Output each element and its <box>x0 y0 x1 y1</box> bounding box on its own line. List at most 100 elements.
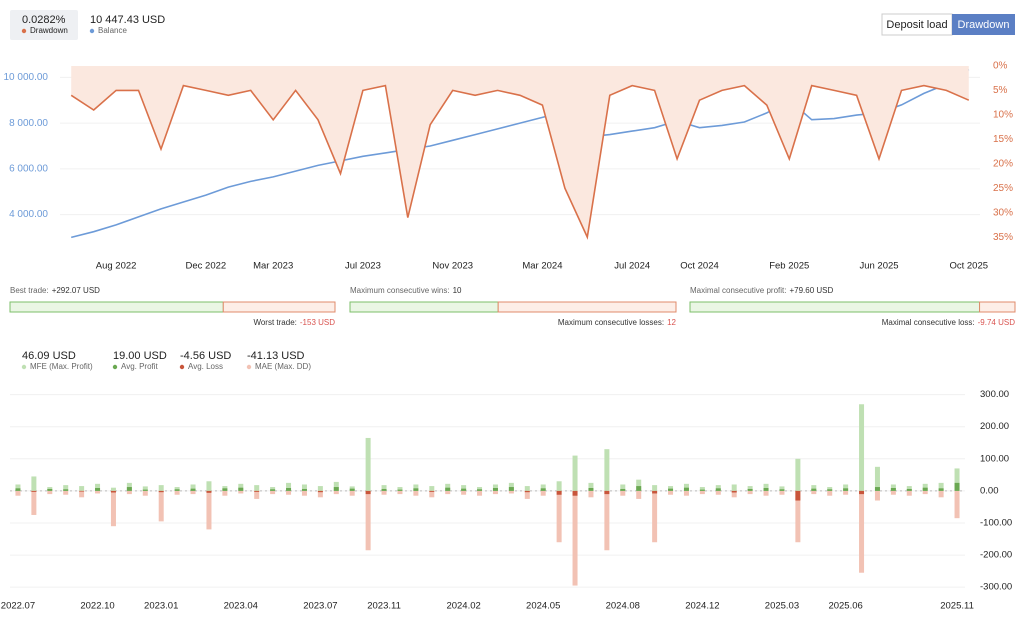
bar <box>286 488 292 491</box>
stat-label: Maximum consecutive losses: <box>558 318 664 327</box>
stat-bar-positive <box>349 301 499 313</box>
bar <box>95 483 101 491</box>
bar <box>206 490 212 493</box>
bar <box>254 490 260 499</box>
bar <box>286 482 292 491</box>
legend-name: Avg. Loss <box>188 362 223 371</box>
bar <box>827 487 833 491</box>
bar <box>890 488 896 491</box>
bar <box>540 484 546 491</box>
bar <box>222 490 228 496</box>
stat-bar-positive <box>689 301 981 313</box>
bar <box>477 489 483 491</box>
bar <box>317 490 323 498</box>
bar <box>731 484 737 491</box>
stat-bar-negative <box>979 301 1016 313</box>
bar <box>190 490 196 495</box>
bar <box>445 483 451 491</box>
stat-label: Maximal consecutive loss: <box>882 318 975 327</box>
x-tick-label: Mar 2024 <box>522 261 562 272</box>
legend-dot <box>21 28 27 34</box>
x-tick-label: 2024.05 <box>526 601 560 612</box>
bar <box>142 489 148 491</box>
x-tick-label: 2025.03 <box>765 601 799 612</box>
x-tick-label: 2025.11 <box>940 601 974 612</box>
button-label[interactable]: Drawdown <box>958 19 1010 31</box>
bar <box>174 487 180 491</box>
bar <box>763 490 769 496</box>
bar <box>636 486 642 491</box>
legend-dot <box>112 364 118 370</box>
bar <box>524 486 530 491</box>
bar <box>938 482 944 491</box>
bar <box>652 490 658 543</box>
bar <box>413 484 419 491</box>
button-label[interactable]: Deposit load <box>886 19 947 31</box>
legend-name: Drawdown <box>30 26 68 35</box>
bar <box>620 490 626 496</box>
bar <box>477 490 483 496</box>
bar <box>126 490 132 495</box>
bar <box>158 490 164 522</box>
bar <box>317 490 323 493</box>
bar <box>668 486 674 491</box>
bar <box>827 489 833 491</box>
bar <box>524 490 530 493</box>
stat-label: Maximal consecutive profit: <box>690 286 786 295</box>
legend-value: 10 447.43 USD <box>90 14 165 26</box>
bar <box>874 490 880 501</box>
x-tick-label: Oct 2025 <box>949 261 988 272</box>
stat-value: +79.60 USD <box>789 286 833 295</box>
x-tick-label: Jun 2025 <box>859 261 898 272</box>
bar <box>556 481 562 491</box>
bar <box>238 490 244 494</box>
stat-value: +292.07 USD <box>52 286 100 295</box>
bar <box>126 482 132 491</box>
stat-bar-positive <box>9 301 224 313</box>
stat-value: -9.74 USD <box>978 318 1016 327</box>
bar <box>715 490 721 495</box>
bar <box>859 404 865 491</box>
bar <box>763 488 769 491</box>
bar <box>843 488 849 491</box>
bar <box>63 489 69 491</box>
bar <box>79 490 85 498</box>
bar <box>206 481 212 491</box>
bar <box>110 490 116 493</box>
bar <box>286 490 292 495</box>
bar <box>954 468 960 491</box>
bar <box>142 490 148 496</box>
bar <box>731 490 737 498</box>
bar <box>79 486 85 491</box>
bar <box>620 484 626 491</box>
bar <box>954 482 960 491</box>
bar <box>715 488 721 491</box>
bar <box>588 490 594 498</box>
y2-tick-label: 5% <box>993 85 1008 96</box>
bar <box>365 490 371 495</box>
bar <box>874 466 880 491</box>
y2-tick-label: 10% <box>993 110 1013 121</box>
bar <box>572 455 578 491</box>
x-tick-label: Jul 2023 <box>345 261 381 272</box>
bar <box>779 490 785 495</box>
stat-value: -153 USD <box>300 318 335 327</box>
y-tick-label: 100.00 <box>980 453 1009 464</box>
y-tick-label: -200.00 <box>980 550 1012 561</box>
stat-label: Maximum consecutive wins: <box>350 286 450 295</box>
button-drawdown[interactable] <box>952 14 1015 35</box>
y-tick-label: 8 000.00 <box>9 118 48 129</box>
bar <box>47 490 53 495</box>
bar <box>604 490 610 551</box>
bar <box>222 488 228 491</box>
bar <box>604 490 610 495</box>
bar <box>763 483 769 491</box>
bar <box>254 490 260 492</box>
bar <box>381 488 387 491</box>
bar <box>461 485 467 491</box>
bar <box>445 490 451 495</box>
x-tick-label: 2023.11 <box>367 601 401 612</box>
stat-value: 12 <box>667 318 676 327</box>
bar <box>811 488 817 491</box>
bar <box>731 490 737 493</box>
